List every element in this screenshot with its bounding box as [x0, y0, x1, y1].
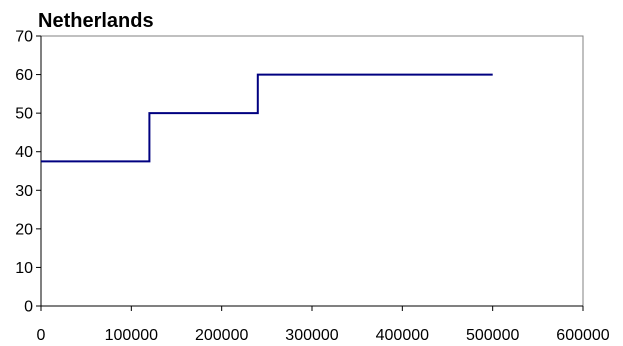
x-axis: 0 100000 200000 300000 400000 500000 600000: [37, 305, 610, 344]
x-tick-label: 0: [37, 327, 46, 344]
y-tick-label: 40: [15, 144, 33, 161]
y-tick-label: 10: [15, 260, 33, 277]
series-layer: [41, 73, 493, 163]
x-tick-label: 500000: [466, 327, 519, 344]
x-tick-label: 400000: [376, 327, 429, 344]
x-tick-label: 600000: [556, 327, 609, 344]
y-axis: 0 10 20 30 40 50 60 70: [15, 29, 42, 316]
plot-area: [40, 35, 584, 307]
chart-title: Netherlands: [38, 10, 154, 32]
y-tick-label: 70: [15, 29, 33, 46]
y-tick-label: 30: [15, 183, 33, 200]
x-tick-label: 300000: [285, 327, 338, 344]
y-tick-label: 20: [15, 221, 33, 238]
y-tick-label: 60: [15, 67, 33, 84]
x-tick-label: 100000: [105, 327, 158, 344]
y-tick-label: 50: [15, 106, 33, 123]
series-line: [41, 73, 493, 163]
y-tick-label: 0: [24, 299, 33, 316]
x-tick-label: 200000: [195, 327, 248, 344]
